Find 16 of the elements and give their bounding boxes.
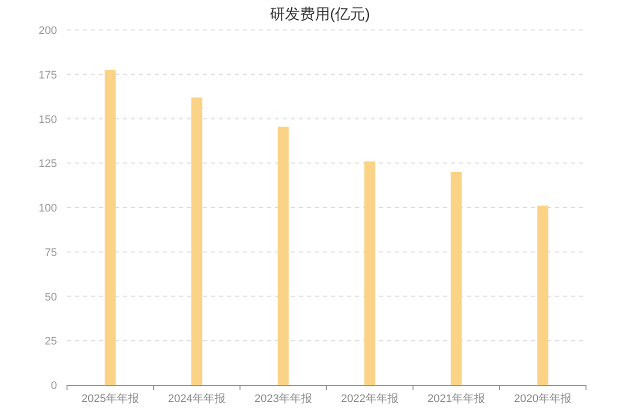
x-tick-label: 2023年年报: [254, 393, 312, 405]
y-tick-label: 0: [50, 380, 57, 392]
y-tick-label: 100: [38, 202, 57, 214]
y-tick-label: 25: [44, 336, 57, 348]
title: 研发费用(亿元): [270, 6, 370, 23]
x-tick-label: 2020年年报: [514, 393, 572, 405]
x-tick-label: 2021年年报: [428, 393, 485, 405]
y-tick-label: 125: [38, 158, 57, 170]
x-tick-label: 2022年年报: [341, 393, 398, 405]
y-tick-label: 175: [38, 69, 57, 82]
y-tick-label: 150: [38, 114, 57, 126]
x-tick-label: 2025年年报: [82, 393, 139, 405]
y-tick-label: 200: [38, 25, 57, 37]
x-tick-label: 2024年年报: [168, 393, 226, 405]
y-tick-label: 50: [44, 291, 57, 304]
y-tick-label: 75: [44, 246, 57, 259]
